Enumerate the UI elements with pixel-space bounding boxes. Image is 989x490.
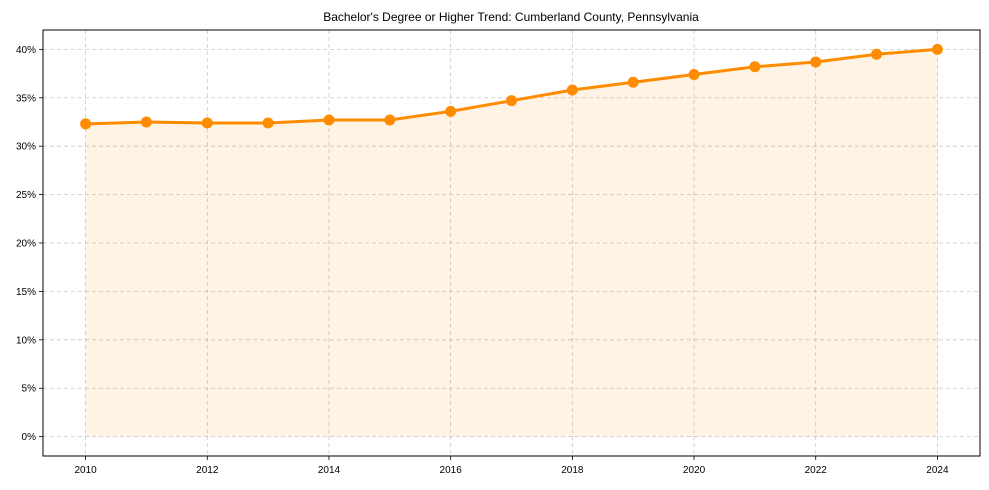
- x-tick-label: 2010: [74, 465, 97, 476]
- x-axis: 2010 2012 2014 2016 2018 2020 2022 2024: [74, 456, 949, 476]
- y-tick-label: 30%: [16, 142, 36, 153]
- area-fill: [85, 49, 938, 437]
- data-point-marker: [566, 84, 578, 96]
- y-tick-label: 5%: [22, 384, 37, 395]
- data-point-marker: [810, 56, 822, 68]
- y-axis: 0% 5% 10% 15% 20% 25% 30% 35% 40%: [16, 45, 43, 443]
- data-point-marker: [262, 117, 274, 129]
- x-tick-label: 2022: [805, 465, 828, 476]
- area-fill-path: [85, 49, 938, 437]
- x-tick-label: 2014: [318, 465, 341, 476]
- x-tick-label: 2018: [561, 465, 584, 476]
- grid-lines: [43, 30, 980, 456]
- data-point-marker: [688, 69, 700, 81]
- x-tick-label: 2012: [196, 465, 219, 476]
- data-point-marker: [871, 48, 883, 60]
- data-point-marker: [445, 105, 457, 117]
- data-point-marker: [323, 114, 335, 126]
- x-tick-label: 2024: [926, 465, 949, 476]
- y-tick-label: 0%: [22, 432, 37, 443]
- data-point-marker: [749, 61, 761, 73]
- y-tick-label: 35%: [16, 93, 36, 104]
- data-point-marker: [506, 95, 517, 107]
- y-tick-label: 25%: [16, 190, 36, 201]
- y-tick-label: 10%: [16, 335, 36, 346]
- data-point-marker: [384, 114, 396, 126]
- y-tick-label: 20%: [16, 239, 36, 250]
- x-tick-label: 2020: [683, 465, 706, 476]
- data-point-marker: [140, 116, 152, 128]
- data-point-marker: [931, 43, 943, 55]
- data-point-marker: [201, 117, 213, 129]
- data-point-marker: [627, 76, 639, 88]
- chart-title: Bachelor's Degree or Higher Trend: Cumbe…: [323, 10, 699, 24]
- data-markers: [80, 43, 943, 130]
- data-point-marker: [80, 118, 92, 130]
- y-tick-label: 15%: [16, 287, 36, 298]
- x-tick-label: 2016: [440, 465, 463, 476]
- y-tick-label: 40%: [16, 45, 36, 56]
